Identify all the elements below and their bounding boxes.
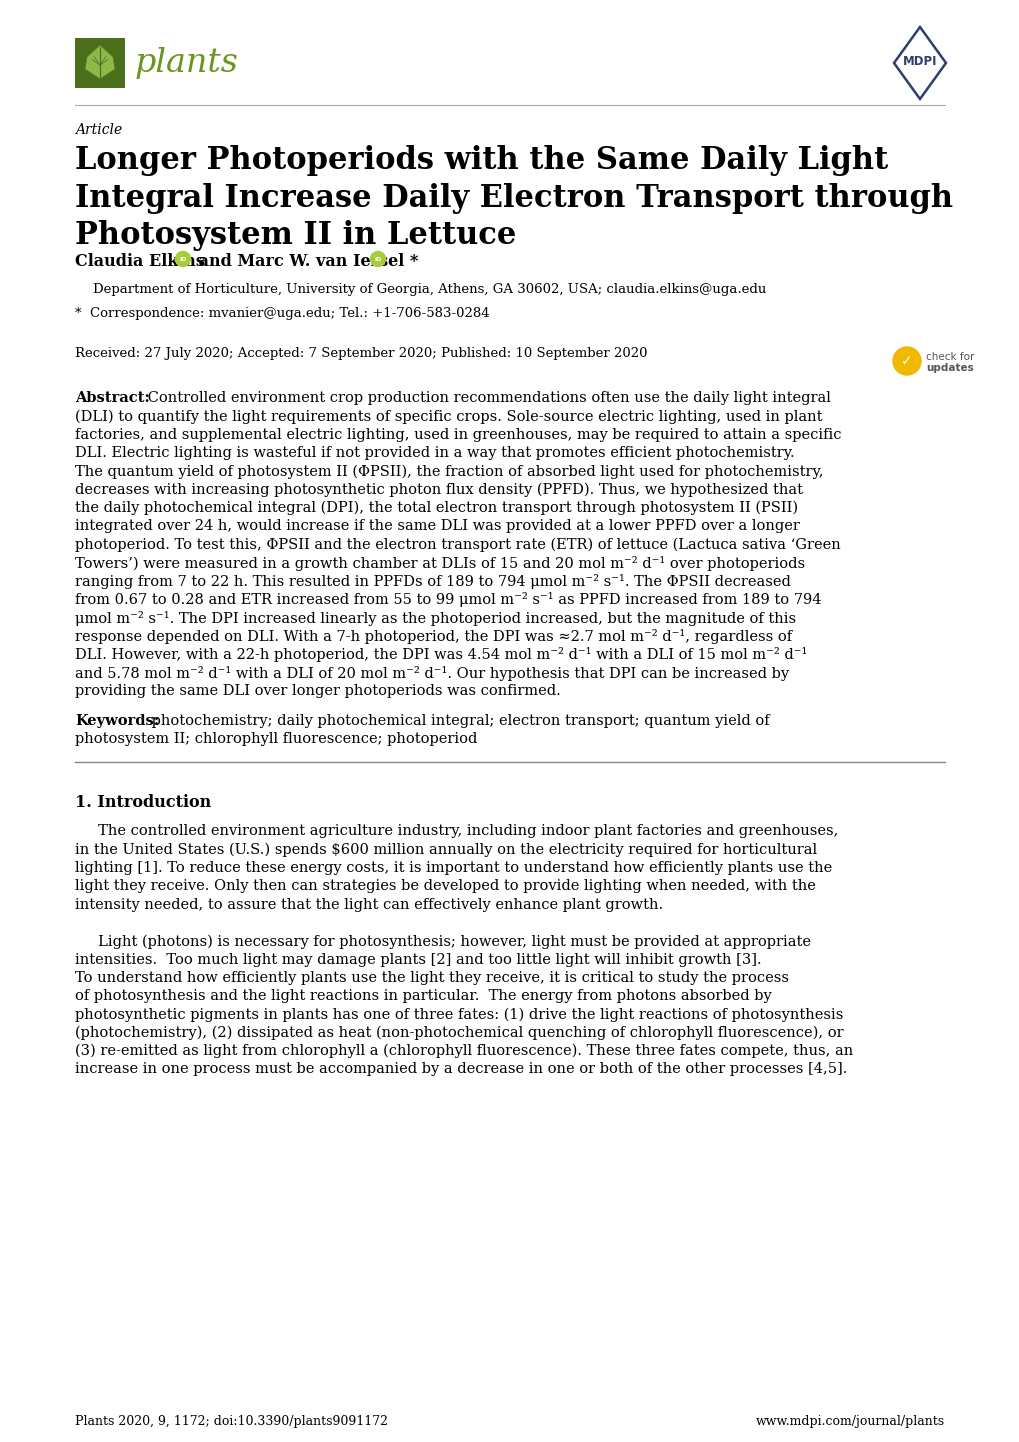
- Text: Abstract:: Abstract:: [75, 391, 150, 405]
- Text: Received: 27 July 2020; Accepted: 7 September 2020; Published: 10 September 2020: Received: 27 July 2020; Accepted: 7 Sept…: [75, 348, 647, 360]
- Text: check for: check for: [925, 352, 973, 362]
- Text: intensity needed, to assure that the light can effectively enhance plant growth.: intensity needed, to assure that the lig…: [75, 897, 662, 911]
- Text: (3) re-emitted as light from chlorophyll a (chlorophyll fluorescence). These thr: (3) re-emitted as light from chlorophyll…: [75, 1044, 853, 1058]
- Polygon shape: [85, 45, 115, 79]
- Text: Longer Photoperiods with the Same Daily Light
Integral Increase Daily Electron T: Longer Photoperiods with the Same Daily …: [75, 146, 952, 251]
- Text: The quantum yield of photosystem II (ΦPSII), the fraction of absorbed light used: The quantum yield of photosystem II (ΦPS…: [75, 464, 822, 479]
- Text: ranging from 7 to 22 h. This resulted in PPFDs of 189 to 794 μmol m⁻² s⁻¹. The Φ: ranging from 7 to 22 h. This resulted in…: [75, 574, 790, 588]
- Text: plants: plants: [135, 48, 238, 79]
- Text: 1. Introduction: 1. Introduction: [75, 795, 211, 812]
- Text: updates: updates: [925, 363, 973, 373]
- Text: To understand how efficiently plants use the light they receive, it is critical : To understand how efficiently plants use…: [75, 970, 789, 985]
- Text: (DLI) to quantify the light requirements of specific crops. Sole-source electric: (DLI) to quantify the light requirements…: [75, 410, 821, 424]
- Text: iD: iD: [374, 257, 381, 261]
- Text: increase in one process must be accompanied by a decrease in one or both of the : increase in one process must be accompan…: [75, 1063, 847, 1076]
- Text: The controlled environment agriculture industry, including indoor plant factorie: The controlled environment agriculture i…: [75, 825, 838, 838]
- Text: ✓: ✓: [901, 353, 912, 368]
- Text: response depended on DLI. With a 7-h photoperiod, the DPI was ≈2.7 mol m⁻² d⁻¹, : response depended on DLI. With a 7-h pho…: [75, 629, 792, 645]
- Text: Plants 2020, 9, 1172; doi:10.3390/plants9091172: Plants 2020, 9, 1172; doi:10.3390/plants…: [75, 1415, 387, 1428]
- Text: intensities.  Too much light may damage plants [2] and too little light will inh: intensities. Too much light may damage p…: [75, 953, 761, 966]
- Text: (photochemistry), (2) dissipated as heat (non-photochemical quenching of chlorop: (photochemistry), (2) dissipated as heat…: [75, 1025, 843, 1040]
- Text: Keywords:: Keywords:: [75, 714, 159, 728]
- Circle shape: [175, 251, 191, 267]
- Text: from 0.67 to 0.28 and ETR increased from 55 to 99 μmol m⁻² s⁻¹ as PPFD increased: from 0.67 to 0.28 and ETR increased from…: [75, 593, 820, 607]
- Text: in the United States (U.S.) spends $600 million annually on the electricity requ: in the United States (U.S.) spends $600 …: [75, 842, 816, 857]
- Text: photoperiod. To test this, ΦPSII and the electron transport rate (ETR) of lettuc: photoperiod. To test this, ΦPSII and the…: [75, 538, 840, 552]
- Text: integrated over 24 h, would increase if the same DLI was provided at a lower PPF: integrated over 24 h, would increase if …: [75, 519, 799, 534]
- Text: the daily photochemical integral (DPI), the total electron transport through pho: the daily photochemical integral (DPI), …: [75, 500, 797, 515]
- Text: providing the same DLI over longer photoperiods was confirmed.: providing the same DLI over longer photo…: [75, 684, 560, 698]
- Text: Article: Article: [75, 123, 122, 137]
- Text: Controlled environment crop production recommendations often use the daily light: Controlled environment crop production r…: [143, 391, 830, 405]
- Text: factories, and supplemental electric lighting, used in greenhouses, may be requi: factories, and supplemental electric lig…: [75, 428, 841, 441]
- Text: μmol m⁻² s⁻¹. The DPI increased linearly as the photoperiod increased, but the m: μmol m⁻² s⁻¹. The DPI increased linearly…: [75, 610, 796, 626]
- Text: DLI. However, with a 22-h photoperiod, the DPI was 4.54 mol m⁻² d⁻¹ with a DLI o: DLI. However, with a 22-h photoperiod, t…: [75, 647, 807, 662]
- Text: Light (photons) is necessary for photosynthesis; however, light must be provided: Light (photons) is necessary for photosy…: [75, 934, 810, 949]
- Polygon shape: [893, 27, 945, 99]
- Text: photosystem II; chlorophyll fluorescence; photoperiod: photosystem II; chlorophyll fluorescence…: [75, 733, 477, 747]
- Text: decreases with increasing photosynthetic photon flux density (PPFD). Thus, we hy: decreases with increasing photosynthetic…: [75, 483, 802, 497]
- Text: Towers’) were measured in a growth chamber at DLIs of 15 and 20 mol m⁻² d⁻¹ over: Towers’) were measured in a growth chamb…: [75, 555, 804, 571]
- Text: iD: iD: [179, 257, 186, 261]
- Text: www.mdpi.com/journal/plants: www.mdpi.com/journal/plants: [755, 1415, 944, 1428]
- Text: and Marc W. van Iersel *: and Marc W. van Iersel *: [193, 252, 418, 270]
- Circle shape: [892, 348, 920, 375]
- Text: lighting [1]. To reduce these energy costs, it is important to understand how ef: lighting [1]. To reduce these energy cos…: [75, 861, 832, 875]
- Text: photochemistry; daily photochemical integral; electron transport; quantum yield : photochemistry; daily photochemical inte…: [147, 714, 769, 728]
- Text: Department of Horticulture, University of Georgia, Athens, GA 30602, USA; claudi: Department of Horticulture, University o…: [93, 283, 765, 296]
- Text: and 5.78 mol m⁻² d⁻¹ with a DLI of 20 mol m⁻² d⁻¹. Our hypothesis that DPI can b: and 5.78 mol m⁻² d⁻¹ with a DLI of 20 mo…: [75, 666, 789, 681]
- Bar: [75, 37, 125, 88]
- Text: MDPI: MDPI: [902, 55, 936, 68]
- Circle shape: [370, 251, 385, 267]
- Text: photosynthetic pigments in plants has one of three fates: (1) drive the light re: photosynthetic pigments in plants has on…: [75, 1008, 843, 1022]
- Text: *  Correspondence: mvanier@uga.edu; Tel.: +1-706-583-0284: * Correspondence: mvanier@uga.edu; Tel.:…: [75, 307, 489, 320]
- Text: light they receive. Only then can strategies be developed to provide lighting wh: light they receive. Only then can strate…: [75, 880, 815, 893]
- Text: Claudia Elkins: Claudia Elkins: [75, 252, 205, 270]
- Text: of photosynthesis and the light reactions in particular.  The energy from photon: of photosynthesis and the light reaction…: [75, 989, 771, 1004]
- Text: DLI. Electric lighting is wasteful if not provided in a way that promotes effici: DLI. Electric lighting is wasteful if no…: [75, 446, 794, 460]
